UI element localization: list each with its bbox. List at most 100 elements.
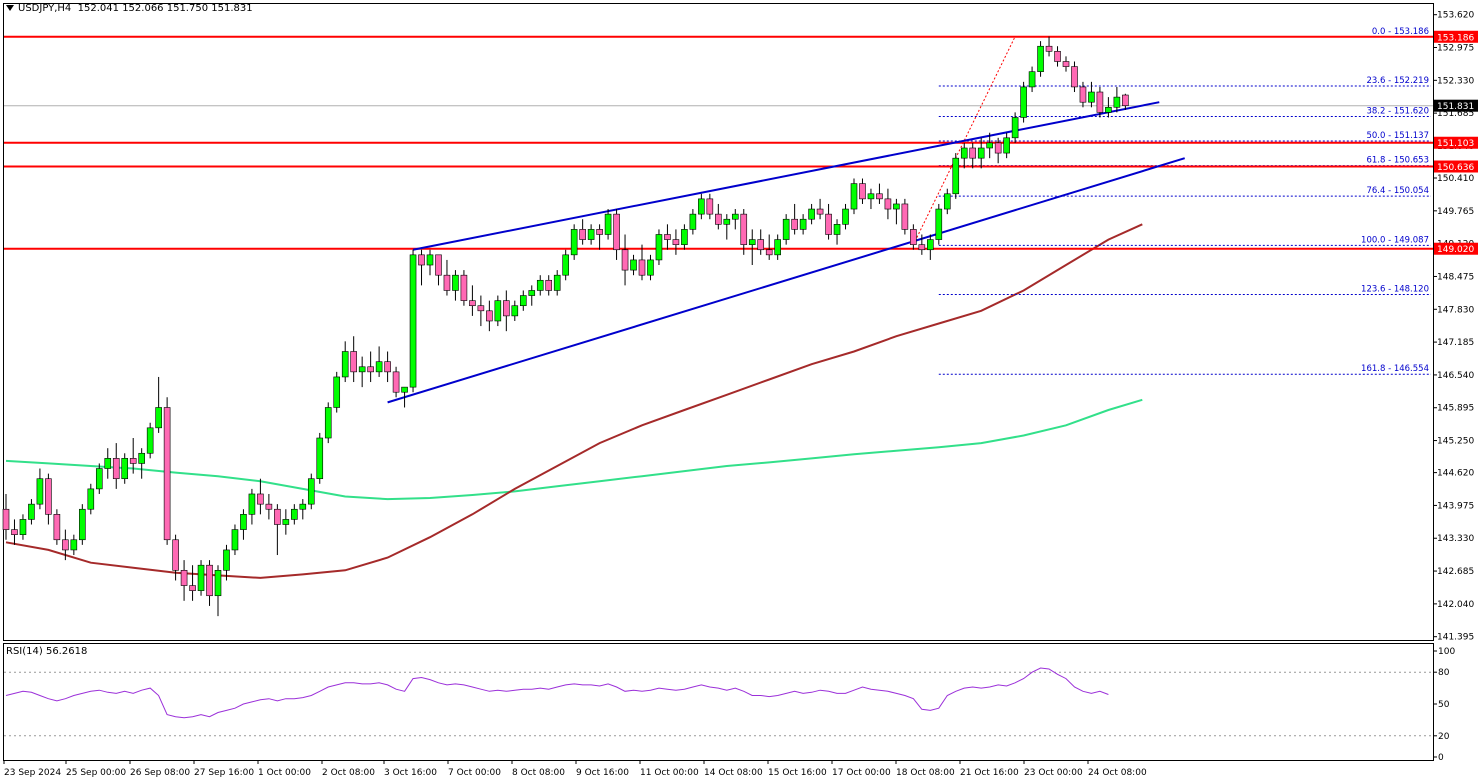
candle-body	[282, 519, 290, 525]
time-tick-label: 15 Oct 16:00	[768, 768, 827, 778]
candle-body	[757, 239, 765, 251]
candle-body	[969, 147, 977, 159]
rsi-line	[5, 667, 1109, 719]
candle-body	[1071, 66, 1078, 88]
moving-average-red	[5, 223, 1143, 579]
candle-body	[893, 203, 900, 210]
chevron-down-icon[interactable]	[6, 5, 14, 11]
time-tick-label: 9 Oct 16:00	[576, 768, 629, 778]
fib-level-label: 161.8 - 146.554	[1361, 364, 1429, 374]
price-tick-label: 147.830	[1437, 305, 1474, 315]
candle-body	[189, 585, 196, 591]
price-tick-label: 144.620	[1437, 469, 1474, 479]
price-tick-label: 143.330	[1437, 534, 1474, 544]
candle-body	[28, 503, 35, 520]
candle-body	[960, 147, 968, 159]
level-price-box	[1434, 30, 1478, 43]
candle-body	[1054, 51, 1061, 62]
time-tick-label: 3 Oct 16:00	[384, 768, 437, 778]
candle-body	[358, 366, 366, 373]
candle-body	[155, 407, 162, 429]
fib-swing-line	[912, 36, 1016, 245]
candle-body	[214, 569, 222, 597]
candle-body	[935, 208, 943, 240]
time-tick-label: 27 Sep 16:00	[194, 768, 254, 778]
candle-body	[231, 529, 239, 551]
candle-body	[375, 361, 383, 373]
candle-body	[545, 279, 553, 291]
candle-body	[943, 193, 951, 210]
time-tick-label: 17 Oct 00:00	[832, 768, 891, 778]
level-price-box	[1434, 136, 1478, 149]
time-tick-label: 18 Oct 08:00	[896, 768, 955, 778]
candle-body	[206, 564, 213, 597]
candle-body	[647, 259, 654, 276]
time-tick-label: 23 Sep 2024	[4, 768, 61, 778]
candle-body	[1096, 91, 1104, 113]
candle-body	[452, 274, 459, 291]
candle-body	[519, 295, 527, 307]
time-tick-label: 7 Oct 00:00	[448, 768, 501, 778]
candle-body	[536, 279, 544, 291]
level-price-label: 151.103	[1437, 139, 1474, 149]
candle-body	[765, 249, 773, 256]
candle-body	[774, 239, 781, 256]
candle-body	[604, 213, 612, 235]
candle-body	[782, 218, 790, 240]
candle-body	[1113, 96, 1121, 108]
candle-body	[748, 239, 756, 245]
level-price-box	[1434, 160, 1478, 173]
time-tick-label: 11 Oct 00:00	[640, 768, 699, 778]
candle-body	[1122, 94, 1129, 107]
candle-body	[825, 213, 832, 235]
candle-body	[910, 229, 917, 245]
candle-body	[884, 198, 892, 210]
candle-body	[477, 305, 485, 312]
candle-body	[146, 427, 154, 454]
candle-body	[79, 508, 86, 541]
candle-body	[341, 351, 349, 378]
level-price-box	[1434, 242, 1478, 255]
price-tick-label: 151.685	[1437, 109, 1474, 119]
candle-body	[867, 193, 875, 200]
candle-body	[596, 229, 603, 235]
price-tick-label: 143.975	[1437, 501, 1474, 511]
candle-body	[291, 508, 298, 520]
candle-body	[1003, 137, 1010, 154]
candle-body	[715, 213, 722, 225]
candle-body	[918, 244, 926, 251]
fib-level-label: 23.6 - 152.219	[1366, 76, 1429, 86]
candle-body	[163, 407, 171, 541]
rsi-tick-label: 100	[1438, 647, 1455, 657]
time-tick-label: 21 Oct 16:00	[960, 768, 1019, 778]
candle-body	[87, 488, 95, 510]
candle-body	[859, 183, 866, 200]
candle-body	[316, 437, 324, 480]
fib-level-label: 38.2 - 151.620	[1366, 106, 1429, 116]
symbol-label: USDJPY,H4	[18, 3, 72, 14]
time-tick-label: 26 Sep 08:00	[130, 768, 190, 778]
candle-body	[19, 519, 27, 535]
price-tick-label: 145.250	[1437, 437, 1474, 447]
candle-body	[689, 213, 697, 230]
candle-body	[927, 239, 934, 251]
current-price-box	[1434, 99, 1478, 112]
candle-body	[324, 407, 332, 439]
candle-body	[672, 239, 680, 245]
ohlc-label: 152.041 152.066 151.750 151.831	[77, 3, 253, 14]
candle-body	[426, 254, 434, 266]
candle-body	[367, 366, 374, 373]
candle-body	[901, 203, 909, 230]
candle-body	[172, 539, 179, 571]
candle-body	[180, 569, 188, 586]
candle-body	[977, 147, 985, 159]
candle-body	[62, 539, 69, 551]
candle-body	[257, 493, 264, 505]
level-price-label: 150.636	[1437, 163, 1474, 173]
candle-body	[553, 274, 561, 291]
candle-body	[460, 274, 468, 301]
candle-body	[469, 300, 476, 307]
candle-body	[333, 376, 341, 408]
level-price-label: 153.186	[1437, 33, 1474, 43]
